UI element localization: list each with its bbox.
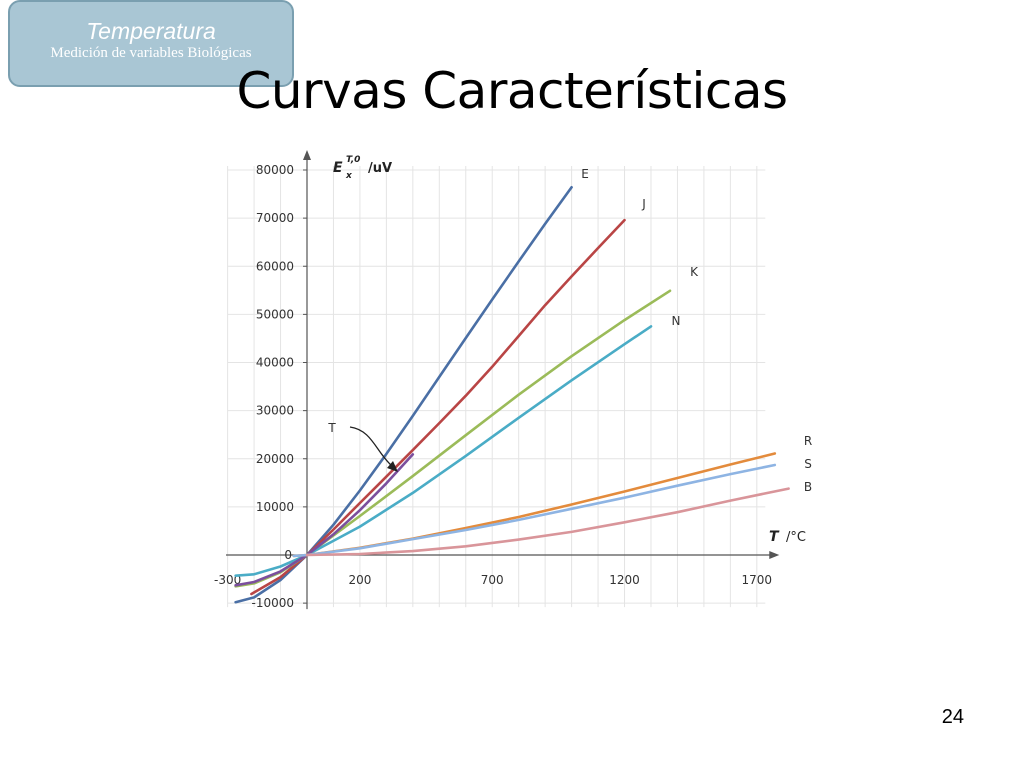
annotation-arrowhead [387,461,398,472]
x-tick-label: 1200 [609,573,640,587]
x-tick-label: 700 [481,573,504,587]
y-axis-unit: /uV [368,161,392,176]
series-line-t [234,453,415,587]
y-tick-label: 30000 [256,404,294,418]
y-tick-label: 80000 [256,163,294,177]
y-tick-label: 50000 [256,307,294,321]
y-axis-label-sup: T,0 [346,155,360,165]
annotation-label-t: T [327,421,336,435]
series-label-k: K [690,265,699,279]
series-line-k [234,289,672,588]
origin-label: 0 [284,548,292,562]
slide-title: Curvas Características [236,62,788,120]
series-label-n: N [672,314,681,328]
x-axis-label: T [769,529,780,545]
x-axis-unit: /°C [786,530,806,545]
x-tick-label: 200 [348,573,371,587]
y-tick-label: 10000 [256,500,294,514]
series-line-n [234,325,653,578]
series-label-s: S [804,457,812,471]
series-line-e [234,186,573,604]
y-tick-label: 70000 [256,211,294,225]
topic-tag: Temperatura Medición de variables Biológ… [8,0,294,87]
series-line-b [305,487,790,557]
series-label-b: B [804,480,812,494]
x-axis-arrow [769,551,780,559]
y-axis-label-sub: x [345,171,353,181]
y-tick-label: -10000 [251,596,294,610]
series-label-j: J [641,197,646,211]
y-axis-arrow [303,150,311,160]
page-number: 24 [941,706,964,728]
topic-subtitle: Medición de variables Biológicas [50,45,252,61]
y-axis-label: E [333,160,343,176]
x-tick-label: 1700 [742,573,773,587]
y-tick-label: 40000 [256,356,294,370]
series-label-r: R [804,434,812,448]
series-label-e: E [581,167,589,181]
topic-title: Temperatura [86,18,216,44]
y-tick-label: 20000 [256,452,294,466]
annotation-arrow [349,426,393,467]
series-line-s [292,463,777,558]
y-tick-label: 60000 [256,259,294,273]
x-tick-label: -300 [214,573,241,587]
